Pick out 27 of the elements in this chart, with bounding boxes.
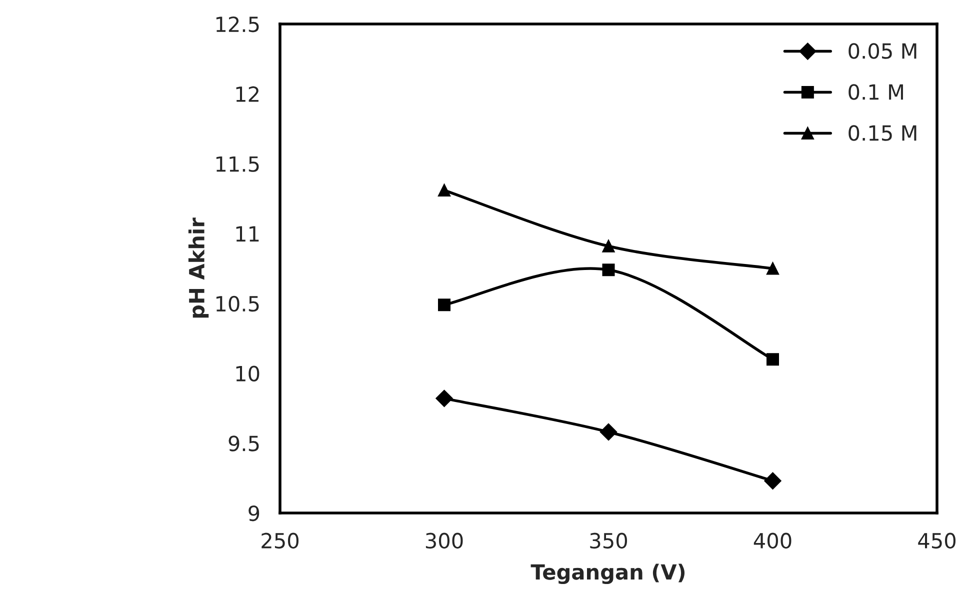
x-axis-title: Tegangan (V) xyxy=(530,564,685,584)
point xyxy=(438,298,450,312)
y-tick-label: 11 xyxy=(236,226,259,242)
x-tick-label: 250 xyxy=(262,532,298,549)
y-axis-title: pH Akhir xyxy=(188,218,209,318)
y-tick-label: 10 xyxy=(236,366,260,382)
y-tick-label: 10.5 xyxy=(216,296,259,312)
point xyxy=(602,240,615,252)
y-tick-label: 12.5 xyxy=(216,16,259,32)
x-tick-label: 400 xyxy=(754,532,792,549)
point xyxy=(438,184,450,197)
point xyxy=(602,264,615,276)
y-tick-label: 12 xyxy=(236,86,258,102)
point xyxy=(764,472,782,490)
point xyxy=(436,390,453,407)
legend-label: 0.1 M xyxy=(848,84,903,100)
legend-label: 0.05 M xyxy=(848,43,916,59)
x-tick-label: 350 xyxy=(590,532,627,549)
y-tick-label: 11.5 xyxy=(216,156,259,172)
point xyxy=(766,262,779,275)
legend-label: 0.15 M xyxy=(848,125,916,141)
point xyxy=(766,353,779,366)
x-tick-label: 450 xyxy=(918,532,956,549)
point xyxy=(600,423,618,441)
y-tick-label: 9 xyxy=(248,505,260,522)
x-tick-label: 300 xyxy=(426,532,463,549)
y-tick-label: 9.5 xyxy=(228,436,259,452)
